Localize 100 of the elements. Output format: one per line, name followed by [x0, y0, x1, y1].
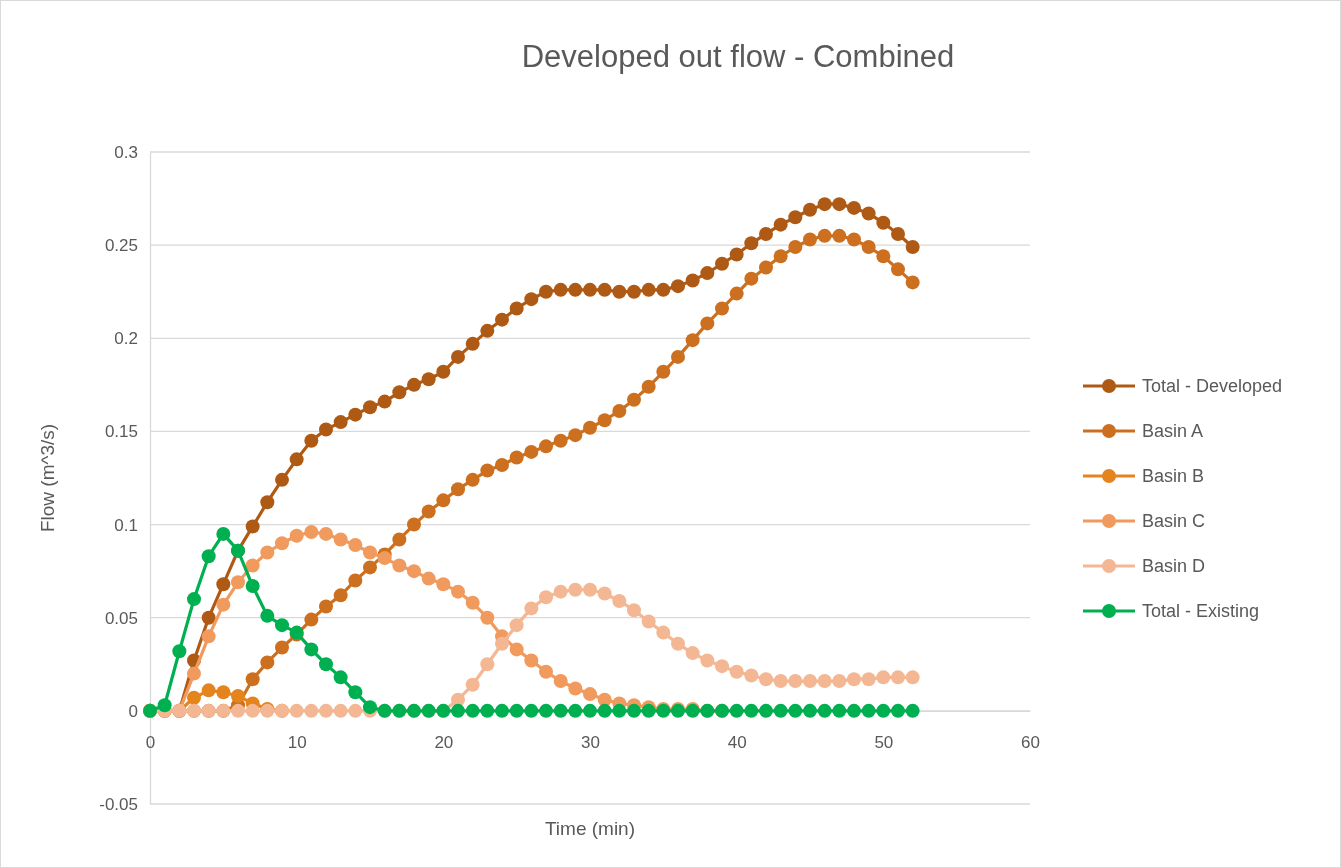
point — [539, 284, 553, 299]
point — [187, 690, 201, 705]
point — [319, 526, 333, 541]
point — [817, 674, 832, 689]
point — [597, 282, 612, 297]
point — [773, 217, 788, 232]
point — [759, 672, 773, 687]
point — [656, 282, 671, 297]
point — [583, 582, 597, 597]
point — [788, 210, 803, 225]
y-tick-label: 0.15 — [104, 422, 138, 442]
point — [553, 674, 568, 689]
point — [832, 674, 847, 689]
point — [333, 532, 348, 547]
point — [583, 282, 597, 297]
point — [407, 377, 421, 392]
point — [861, 206, 876, 221]
point — [231, 688, 245, 703]
point — [231, 575, 245, 590]
point — [304, 433, 319, 448]
point — [539, 664, 553, 679]
point — [553, 584, 568, 599]
point — [509, 301, 524, 316]
point — [216, 685, 231, 700]
point — [524, 444, 539, 459]
point — [715, 301, 729, 316]
point — [627, 703, 641, 718]
point — [480, 323, 495, 338]
point — [641, 614, 656, 629]
point — [348, 573, 363, 588]
point — [641, 379, 656, 394]
point — [407, 517, 421, 532]
point — [568, 282, 583, 297]
point — [876, 703, 891, 718]
point — [187, 666, 201, 681]
point — [480, 610, 495, 625]
point — [539, 590, 553, 605]
x-tick-label: 40 — [727, 732, 747, 752]
point — [700, 266, 715, 281]
point — [744, 668, 759, 683]
point — [597, 413, 612, 428]
point — [539, 439, 553, 454]
point — [597, 586, 612, 601]
x-tick-label: 0 — [145, 732, 156, 752]
point — [553, 282, 568, 297]
point — [319, 703, 333, 718]
point — [275, 536, 289, 551]
x-axis-title: Time (min) — [544, 818, 636, 839]
point — [245, 703, 260, 718]
point — [861, 672, 876, 687]
point — [465, 677, 480, 692]
point — [377, 551, 392, 566]
point — [847, 232, 861, 247]
point — [861, 703, 876, 718]
point — [436, 364, 451, 379]
point — [465, 336, 480, 351]
point — [465, 595, 480, 610]
point — [627, 284, 641, 299]
point — [333, 415, 348, 430]
point — [700, 653, 715, 668]
point — [509, 618, 524, 633]
legend-label: Total - Existing — [1142, 601, 1260, 621]
point — [671, 279, 685, 294]
point — [201, 549, 216, 564]
point — [671, 636, 685, 651]
point — [861, 240, 876, 255]
point — [304, 642, 319, 657]
point — [480, 703, 495, 718]
point — [729, 286, 744, 301]
point — [407, 564, 421, 579]
point — [788, 703, 803, 718]
point — [553, 433, 568, 448]
point — [612, 593, 627, 608]
point — [773, 674, 788, 689]
point — [363, 560, 377, 575]
point — [201, 610, 216, 625]
point — [612, 403, 627, 418]
y-tick-label: 0.3 — [114, 142, 138, 162]
point — [891, 670, 905, 685]
point — [421, 372, 436, 387]
x-tick-label: 30 — [581, 732, 600, 752]
point — [216, 526, 231, 541]
point — [319, 599, 333, 614]
point — [759, 260, 773, 275]
point — [480, 657, 495, 672]
point — [539, 703, 553, 718]
point — [627, 603, 641, 618]
point — [817, 197, 832, 212]
point — [832, 703, 847, 718]
point — [333, 588, 348, 603]
x-tick-label: 10 — [287, 732, 307, 752]
point — [392, 385, 407, 400]
point — [172, 644, 187, 659]
x-tick-label: 60 — [1021, 732, 1040, 752]
point — [876, 249, 891, 264]
point — [201, 683, 216, 698]
point — [509, 703, 524, 718]
point — [392, 558, 407, 573]
point — [304, 703, 319, 718]
point — [421, 504, 436, 519]
